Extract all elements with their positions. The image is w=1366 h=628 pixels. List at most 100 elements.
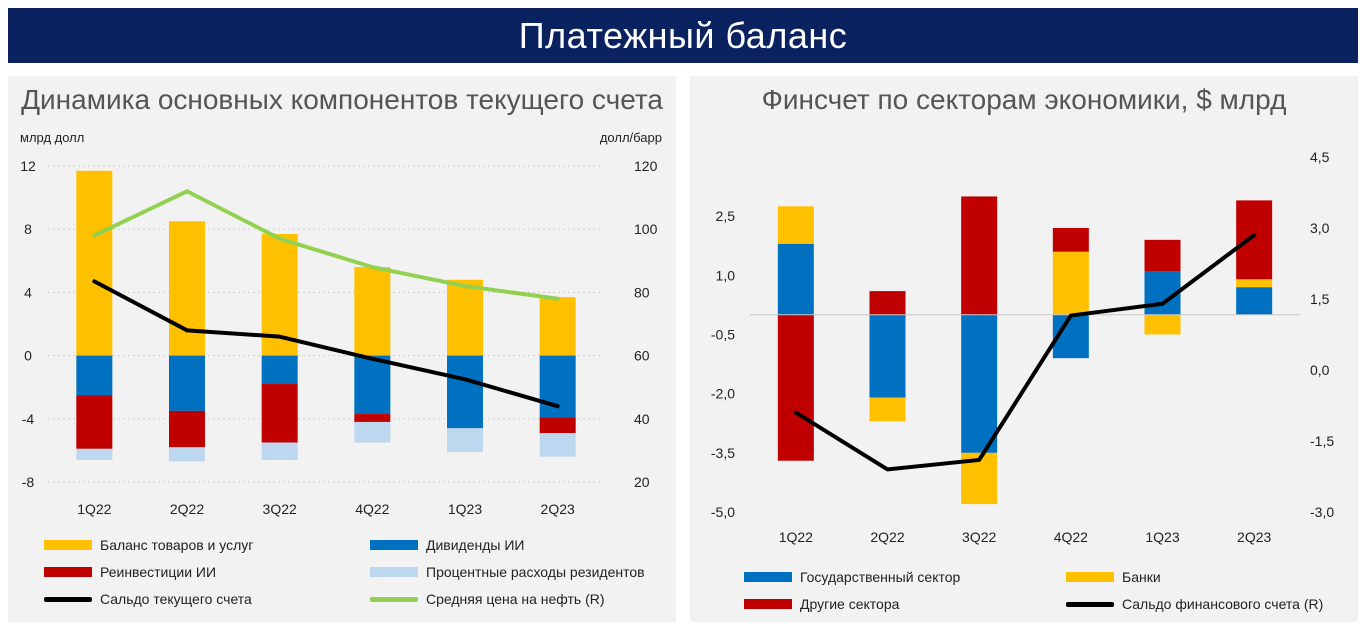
bar-дивиденды-ии-4q22 (354, 355, 391, 415)
left-axis-unit: млрд долл (20, 130, 85, 145)
y2-tick-label: 120 (634, 158, 658, 174)
right-chart-title: Финсчет по секторам экономики, $ млрд (761, 84, 1287, 115)
legend-dividends-swatch (370, 540, 418, 550)
bar-баланс-товаров-и-услуг-2q23 (539, 297, 576, 356)
bar-банки-1q23 (1144, 314, 1181, 335)
financial-account-chart: 2,5 1,0 -0,5 -2,0 -3,5 -5,0 4,5 3,0 1,5 0,0 -1,5 -3… (711, 149, 1334, 545)
bar-другие-сектора-4q22 (1052, 228, 1089, 252)
y-tick-label: 8 (24, 221, 32, 237)
line-сальдо-текущего-счета (92, 279, 560, 409)
legend-reinvest-swatch (44, 567, 92, 577)
bar-баланс-товаров-и-услуг-1q23 (447, 279, 483, 356)
legend-gov: Государственный сектор (744, 569, 960, 585)
right-axis-unit: долл/барр (599, 130, 662, 145)
legend-goods-swatch (44, 540, 92, 550)
legend-oil: Средняя цена на нефть (R) (370, 591, 605, 607)
bar-реинвестиции-ии-2q23 (539, 417, 576, 434)
legend-goods: Баланс товаров и услуг (44, 537, 253, 553)
bar-дивиденды-ии-3q22 (261, 355, 298, 385)
x-tick-label-1q23: 1Q23 (448, 501, 482, 517)
bar-дивиденды-ии-2q22 (169, 355, 205, 411)
legend-gov-label: Государственный сектор (800, 569, 961, 585)
bar-баланс-товаров-и-услуг-2q22 (169, 221, 205, 356)
bar-банки-2q22 (869, 397, 906, 422)
x-tick-label-2q23: 2Q23 (541, 501, 575, 517)
legend-banks-label: Банки (1122, 569, 1161, 585)
legend-balance-swatch (44, 596, 92, 602)
bar-другие-сектора-1q23 (1144, 239, 1181, 272)
financial-account-panel: Финсчет по секторам экономики, $ млрд 2,… (690, 76, 1358, 622)
y-tick-label: 1,0 (716, 267, 736, 283)
left-chart-title: Динамика основных компонентов текущего с… (21, 84, 663, 115)
y2-tick-label: 20 (634, 474, 650, 490)
bar-реинвестиции-ии-2q22 (169, 410, 205, 448)
legend-goods-label: Баланс товаров и услуг (100, 537, 254, 553)
bar-реинвестиции-ии-4q22 (354, 414, 391, 422)
legend-reinvest-label: Реинвестиции ИИ (100, 564, 217, 580)
y2-tick-label: 40 (634, 411, 650, 427)
bar-государственный-сектор-2q22 (869, 314, 906, 398)
bar-государственный-сектор-1q22 (777, 243, 814, 315)
legend-other: Другие сектора (744, 596, 899, 612)
y-tick-label: -8 (22, 474, 35, 490)
bar-банки-1q22 (777, 206, 814, 244)
y2-tick-label: -3,0 (1310, 504, 1334, 520)
y2-tick-label: 60 (634, 348, 650, 364)
x-tick-label-2q22: 2Q22 (170, 501, 204, 517)
bar-другие-сектора-1q22 (777, 314, 814, 461)
bar-баланс-товаров-и-услуг-4q22 (354, 267, 391, 356)
line-средняя-цена-на-нефть-(r) (92, 189, 560, 301)
bar-другие-сектора-2q23 (1236, 200, 1273, 280)
legend-fin-balance: Сальдо финансового счета (R) (1066, 596, 1323, 612)
y2-tick-label: -1,5 (1310, 433, 1334, 449)
legend-dividends-label: Дивиденды ИИ (426, 537, 525, 553)
bar-процентные-расходы-резидентов-3q22 (261, 442, 298, 460)
x-tick-label-1q22: 1Q22 (77, 501, 111, 517)
line-сальдо-финансового-счета-(r) (793, 233, 1257, 472)
legend-interest: Процентные расходы резидентов (370, 564, 645, 580)
bar-баланс-товаров-и-услуг-1q22 (76, 170, 113, 356)
legend-dividends: Дивиденды ИИ (370, 537, 525, 553)
y2-tick-label: 1,5 (1310, 291, 1330, 307)
y2-tick-label: 4,5 (1310, 149, 1330, 165)
y2-tick-label: 0,0 (1310, 362, 1330, 378)
bar-государственный-сектор-2q23 (1236, 287, 1273, 315)
bar-процентные-расходы-резидентов-1q22 (76, 448, 113, 460)
x-tick-label-1q22: 1Q22 (779, 529, 813, 545)
y-tick-label: 2,5 (716, 208, 736, 224)
y2-tick-label: 3,0 (1310, 220, 1330, 236)
legend-fin-balance-swatch (1066, 601, 1114, 607)
page-title: Платежный баланс (518, 14, 848, 56)
bar-банки-4q22 (1052, 251, 1089, 315)
bar-другие-сектора-3q22 (961, 196, 998, 315)
legend-reinvest: Реинвестиции ИИ (44, 564, 216, 580)
legend-other-label: Другие сектора (800, 596, 900, 612)
x-tick-label-3q22: 3Q22 (962, 529, 996, 545)
x-tick-label-4q22: 4Q22 (1054, 529, 1088, 545)
x-tick-label-1q23: 1Q23 (1145, 529, 1179, 545)
x-tick-label-4q22: 4Q22 (355, 501, 389, 517)
y-tick-label: -5,0 (711, 504, 735, 520)
bar-дивиденды-ии-1q23 (447, 355, 483, 429)
legend-banks: Банки (1066, 569, 1161, 585)
bar-банки-2q23 (1236, 279, 1273, 288)
bar-государственный-сектор-3q22 (961, 314, 998, 453)
page-header: Платежный баланс (8, 8, 1358, 63)
legend-oil-swatch (370, 596, 418, 602)
bar-другие-сектора-2q22 (869, 291, 906, 315)
legend-interest-label: Процентные расходы резидентов (426, 564, 645, 580)
legend-gov-swatch (744, 572, 792, 582)
bar-процентные-расходы-резидентов-2q22 (169, 447, 205, 462)
current-account-panel: Динамика основных компонентов текущего с… (8, 76, 676, 622)
bar-процентные-расходы-резидентов-4q22 (354, 421, 391, 443)
legend-balance-label: Сальдо текущего счета (100, 591, 252, 607)
legend-banks-swatch (1066, 572, 1114, 582)
legend-fin-balance-label: Сальдо финансового счета (R) (1122, 596, 1324, 612)
y-tick-label: 0 (24, 348, 32, 364)
bar-процентные-расходы-резидентов-1q23 (447, 428, 483, 452)
legend-oil-label: Средняя цена на нефть (R) (426, 591, 605, 607)
bar-реинвестиции-ии-3q22 (261, 384, 298, 443)
y-tick-label: 12 (20, 158, 36, 174)
y-tick-label: 4 (24, 284, 32, 300)
